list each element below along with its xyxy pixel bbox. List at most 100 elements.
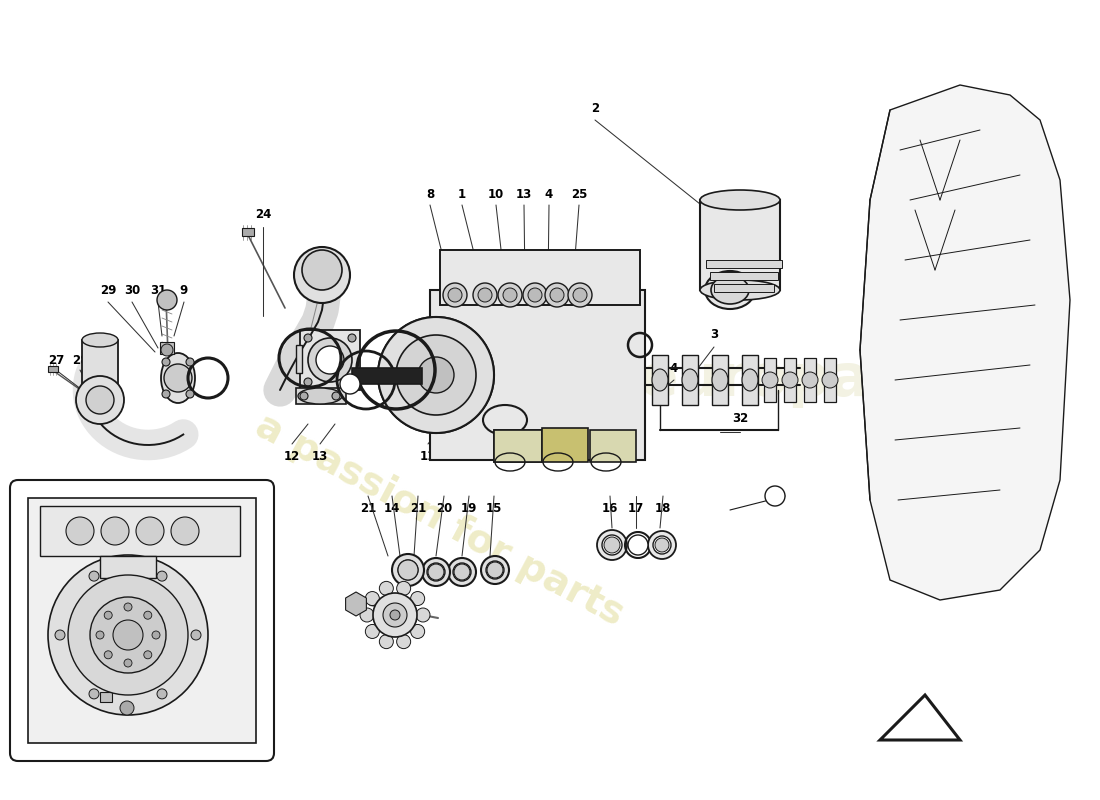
Circle shape — [157, 290, 177, 310]
Circle shape — [628, 535, 648, 555]
Circle shape — [68, 575, 188, 695]
Text: 13: 13 — [516, 189, 532, 202]
Circle shape — [487, 562, 503, 578]
Circle shape — [186, 390, 194, 398]
Bar — [40, 506, 240, 556]
Text: 24: 24 — [255, 209, 272, 222]
Bar — [296, 388, 346, 404]
Text: 30: 30 — [124, 283, 140, 297]
Bar — [430, 290, 645, 460]
Circle shape — [89, 571, 99, 581]
Text: 5: 5 — [635, 450, 643, 462]
Text: 9: 9 — [180, 283, 188, 297]
Circle shape — [90, 597, 166, 673]
Bar — [764, 358, 776, 402]
Ellipse shape — [82, 333, 118, 347]
Circle shape — [550, 288, 564, 302]
Circle shape — [120, 701, 134, 715]
Circle shape — [186, 358, 194, 366]
Ellipse shape — [398, 560, 418, 580]
Circle shape — [308, 338, 352, 382]
Circle shape — [348, 378, 356, 386]
Circle shape — [104, 611, 112, 619]
Ellipse shape — [700, 190, 780, 210]
Bar — [100, 556, 156, 578]
Circle shape — [191, 630, 201, 640]
Circle shape — [304, 378, 312, 386]
Polygon shape — [880, 695, 960, 740]
Text: 22: 22 — [326, 257, 342, 270]
Bar — [296, 345, 303, 373]
Circle shape — [396, 335, 476, 415]
Bar — [700, 200, 780, 290]
Circle shape — [383, 603, 407, 627]
Bar — [784, 358, 796, 402]
Circle shape — [397, 634, 410, 649]
Circle shape — [522, 283, 547, 307]
Text: 21: 21 — [410, 502, 426, 514]
Circle shape — [304, 334, 312, 342]
Bar — [804, 358, 816, 402]
Bar — [440, 250, 640, 305]
Circle shape — [410, 591, 425, 606]
Bar — [710, 272, 778, 280]
Circle shape — [528, 288, 542, 302]
Circle shape — [89, 689, 99, 699]
Circle shape — [398, 560, 418, 580]
Bar — [28, 498, 256, 743]
Bar — [242, 228, 254, 236]
Text: 11: 11 — [420, 450, 436, 462]
Text: 7: 7 — [612, 450, 620, 462]
Ellipse shape — [602, 535, 621, 555]
Circle shape — [157, 689, 167, 699]
Bar — [824, 358, 836, 402]
Circle shape — [418, 357, 454, 393]
Circle shape — [373, 593, 417, 637]
Bar — [48, 366, 58, 372]
Circle shape — [96, 631, 104, 639]
Text: 14: 14 — [384, 502, 400, 514]
Text: 4: 4 — [670, 362, 678, 374]
Text: 8: 8 — [426, 189, 434, 202]
Text: 16: 16 — [602, 502, 618, 514]
Text: europarts: europarts — [639, 351, 961, 409]
Bar — [82, 340, 118, 400]
Ellipse shape — [711, 276, 749, 304]
Circle shape — [503, 288, 517, 302]
FancyBboxPatch shape — [10, 480, 274, 761]
Bar — [100, 692, 112, 702]
Circle shape — [604, 537, 620, 553]
Circle shape — [360, 608, 374, 622]
Circle shape — [170, 517, 199, 545]
Circle shape — [428, 564, 444, 580]
Ellipse shape — [486, 561, 504, 579]
Text: 26: 26 — [98, 354, 114, 366]
Text: 30: 30 — [59, 642, 76, 654]
Circle shape — [55, 630, 65, 640]
Circle shape — [365, 625, 380, 638]
Circle shape — [822, 372, 838, 388]
Circle shape — [162, 358, 170, 366]
Ellipse shape — [700, 280, 780, 300]
Text: 13: 13 — [312, 450, 328, 462]
Circle shape — [573, 288, 587, 302]
Ellipse shape — [453, 563, 471, 581]
Text: 18: 18 — [654, 502, 671, 514]
Bar — [712, 355, 728, 405]
Circle shape — [316, 346, 344, 374]
Ellipse shape — [481, 556, 509, 584]
Ellipse shape — [448, 558, 476, 586]
Text: 4: 4 — [544, 189, 553, 202]
Circle shape — [144, 611, 152, 619]
Circle shape — [136, 517, 164, 545]
Text: 3: 3 — [710, 329, 718, 342]
Text: 29: 29 — [100, 283, 117, 297]
Ellipse shape — [712, 369, 728, 391]
Circle shape — [379, 582, 394, 595]
Circle shape — [152, 631, 160, 639]
Circle shape — [294, 247, 350, 303]
Circle shape — [162, 390, 170, 398]
Bar — [352, 368, 422, 384]
Bar — [714, 284, 774, 292]
Ellipse shape — [597, 530, 627, 560]
